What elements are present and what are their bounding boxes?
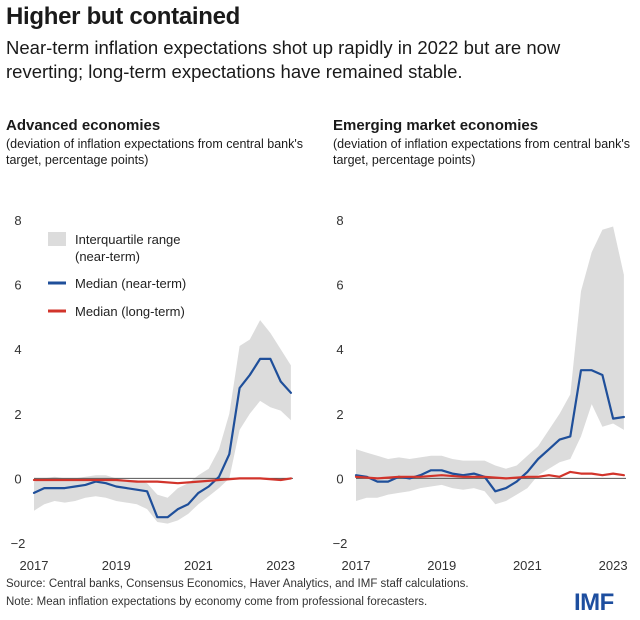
legend: Interquartile range (near-term) Median (ne…: [48, 232, 186, 319]
right-y-tick-label: 2: [336, 407, 343, 422]
right-panel-subtitle: (deviation of inflation expectations fro…: [333, 137, 630, 167]
legend-iqr-label: Interquartile range: [75, 232, 181, 247]
left-x-tick-label: 2021: [184, 558, 213, 573]
right-x-tick-label: 2023: [599, 558, 628, 573]
left-near-term-median-line: [32, 357, 292, 519]
right-long-term-median-line: [354, 470, 626, 480]
left-panel-title: Advanced economies: [6, 117, 161, 134]
left-y-tick-label: 4: [14, 342, 21, 357]
source-note: Source: Central banks, Consensus Economi…: [6, 578, 469, 590]
footnote: Note: Mean inflation expectations by eco…: [6, 596, 428, 608]
left-x-tick-label: 2019: [102, 558, 131, 573]
left-chart: 8 6 4 2 0 −2 2017 2019 2021 2023: [11, 213, 296, 573]
legend-near-label: Median (near-term): [75, 276, 186, 291]
left-x-tick-label: 2023: [266, 558, 295, 573]
left-x-tick-label: 2017: [20, 558, 49, 573]
left-iqr-band: [34, 320, 291, 524]
right-panel-title: Emerging market economies: [333, 117, 539, 134]
legend-iqr-sublabel: (near-term): [75, 249, 140, 264]
right-x-tick-label: 2019: [427, 558, 456, 573]
left-y-tick-label: 8: [14, 213, 21, 228]
left-panel-subtitle: (deviation of inflation expectations fro…: [6, 137, 303, 167]
right-iqr-band: [356, 226, 624, 505]
right-y-tick-label: 6: [336, 278, 343, 293]
page-title: Higher but contained: [6, 3, 241, 30]
left-y-tick-label: 6: [14, 278, 21, 293]
right-chart: 8 6 4 2 0 −2 2017 2019 2021 2023: [333, 213, 628, 573]
left-y-tick-label: −2: [11, 536, 26, 551]
page-subtitle: Near-term inflation expectations shot up…: [6, 37, 561, 82]
right-x-tick-label: 2017: [342, 558, 371, 573]
legend-iqr-swatch: [48, 232, 66, 246]
left-y-tick-label: 2: [14, 407, 21, 422]
right-y-tick-label: 0: [336, 471, 343, 486]
left-long-term-median-line: [32, 477, 292, 485]
right-y-tick-label: 8: [336, 213, 343, 228]
right-y-tick-label: 4: [336, 342, 343, 357]
left-y-tick-label: 0: [14, 471, 21, 486]
right-y-tick-label: −2: [333, 536, 348, 551]
right-x-tick-label: 2021: [513, 558, 542, 573]
legend-long-label: Median (long-term): [75, 304, 185, 319]
imf-logo: IMF: [574, 589, 614, 616]
